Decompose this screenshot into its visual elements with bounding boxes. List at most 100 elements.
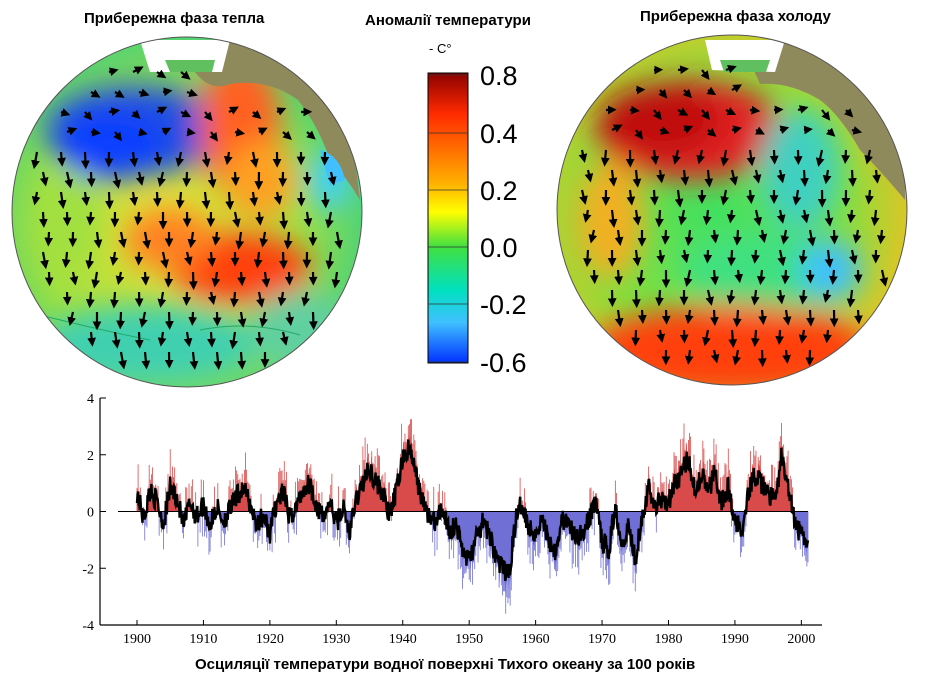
wind-arrow: [655, 209, 664, 228]
wind-arrow: [846, 289, 856, 308]
wind-arrow: [135, 171, 145, 186]
wind-arrow: [806, 309, 815, 327]
x-tick-label: 1960: [522, 632, 550, 647]
wind-arrow: [854, 309, 863, 325]
wind-arrow: [781, 269, 790, 285]
wind-arrow: [161, 127, 172, 136]
wind-arrow: [608, 209, 618, 228]
wind-arrow: [634, 129, 644, 140]
wind-arrow: [626, 189, 636, 206]
wind-arrow: [104, 191, 114, 210]
wind-arrow: [822, 289, 832, 303]
wind-arrow: [157, 331, 167, 347]
wind-arrow: [207, 171, 217, 189]
wind-arrow: [661, 229, 670, 245]
wind-arrow: [40, 251, 49, 270]
wind-arrow: [732, 309, 742, 328]
wind-arrow: [187, 231, 197, 249]
wind-arrow: [152, 191, 162, 207]
wind-arrow: [815, 149, 825, 167]
wind-arrow: [279, 331, 289, 346]
wind-arrow: [800, 209, 810, 224]
wind-arrow: [175, 191, 185, 209]
wind-arrow: [282, 130, 292, 141]
wind-arrow: [655, 289, 664, 307]
wind-arrow: [803, 125, 813, 135]
wind-arrow: [589, 269, 599, 285]
wind-arrow: [879, 269, 889, 287]
wind-arrow: [81, 151, 90, 170]
wind-arrow: [230, 291, 239, 308]
wind-arrow: [731, 125, 742, 134]
wind-arrow: [720, 149, 730, 167]
wind-arrow: [780, 229, 790, 245]
wind-arrow: [749, 105, 761, 115]
wind-arrow: [758, 309, 767, 326]
wind-arrow: [608, 169, 618, 187]
wind-arrow: [733, 229, 742, 246]
wind-arrow: [108, 107, 121, 116]
wind-arrow: [841, 149, 851, 165]
wind-arrow: [658, 89, 668, 99]
wind-arrow: [156, 106, 168, 115]
x-tick-label: 1980: [654, 632, 682, 647]
wind-arrow: [237, 311, 247, 328]
wind-arrow: [734, 269, 744, 284]
wind-arrow: [750, 329, 760, 348]
wind-arrow: [186, 127, 196, 137]
wind-arrow: [775, 329, 785, 346]
wind-arrow: [776, 209, 786, 224]
wind-arrow: [90, 89, 101, 98]
wind-arrow: [250, 151, 259, 168]
wind-arrow: [578, 149, 588, 163]
wind-arrow: [277, 291, 287, 307]
wind-arrow: [211, 271, 221, 288]
wind-arrow: [746, 149, 756, 167]
wind-arrow: [800, 169, 809, 187]
wind-arrow: [583, 249, 592, 268]
wind-arrow: [656, 249, 666, 265]
wind-arrow: [611, 124, 623, 133]
wind-arrow: [798, 249, 808, 265]
wind-arrow: [188, 271, 198, 291]
wind-arrow: [652, 109, 662, 121]
wind-arrow: [683, 269, 693, 288]
wind-arrow: [156, 69, 167, 79]
y-tick-label: 4: [87, 392, 94, 407]
wind-arrow: [201, 151, 211, 168]
wind-arrow: [230, 171, 240, 187]
wind-arrow: [164, 271, 174, 288]
wind-arrow: [656, 329, 666, 343]
wind-arrow: [757, 349, 767, 368]
wind-arrow: [114, 89, 125, 98]
wind-arrow: [303, 211, 313, 228]
wind-arrow: [677, 107, 689, 116]
wind-arrow: [852, 229, 862, 244]
wind-arrow: [308, 311, 318, 331]
y-tick-label: 2: [87, 449, 94, 464]
wind-arrow: [237, 351, 247, 370]
wind-arrow: [83, 111, 93, 121]
wind-arrow: [44, 231, 54, 247]
colorbar-unit: - C°: [429, 41, 452, 56]
wind-arrow: [279, 211, 289, 230]
wind-arrow: [600, 149, 610, 167]
wind-arrow: [632, 249, 642, 267]
wind-arrow: [614, 269, 623, 286]
wind-arrow: [824, 209, 834, 227]
wind-arrow: [683, 125, 694, 134]
wind-arrow: [678, 209, 687, 226]
wind-arrow: [157, 171, 166, 187]
wind-arrow: [229, 331, 239, 350]
wind-arrow: [108, 67, 119, 76]
x-tick-label: 1920: [256, 632, 284, 647]
wind-arrow: [753, 209, 762, 227]
wind-arrow: [631, 289, 641, 309]
wind-arrow: [259, 311, 269, 328]
wind-arrow: [720, 189, 729, 206]
colorbar-title: Аномалії температури: [365, 12, 531, 29]
wind-arrow: [677, 65, 689, 75]
wind-arrow: [848, 249, 858, 265]
wind-arrow: [61, 251, 71, 269]
